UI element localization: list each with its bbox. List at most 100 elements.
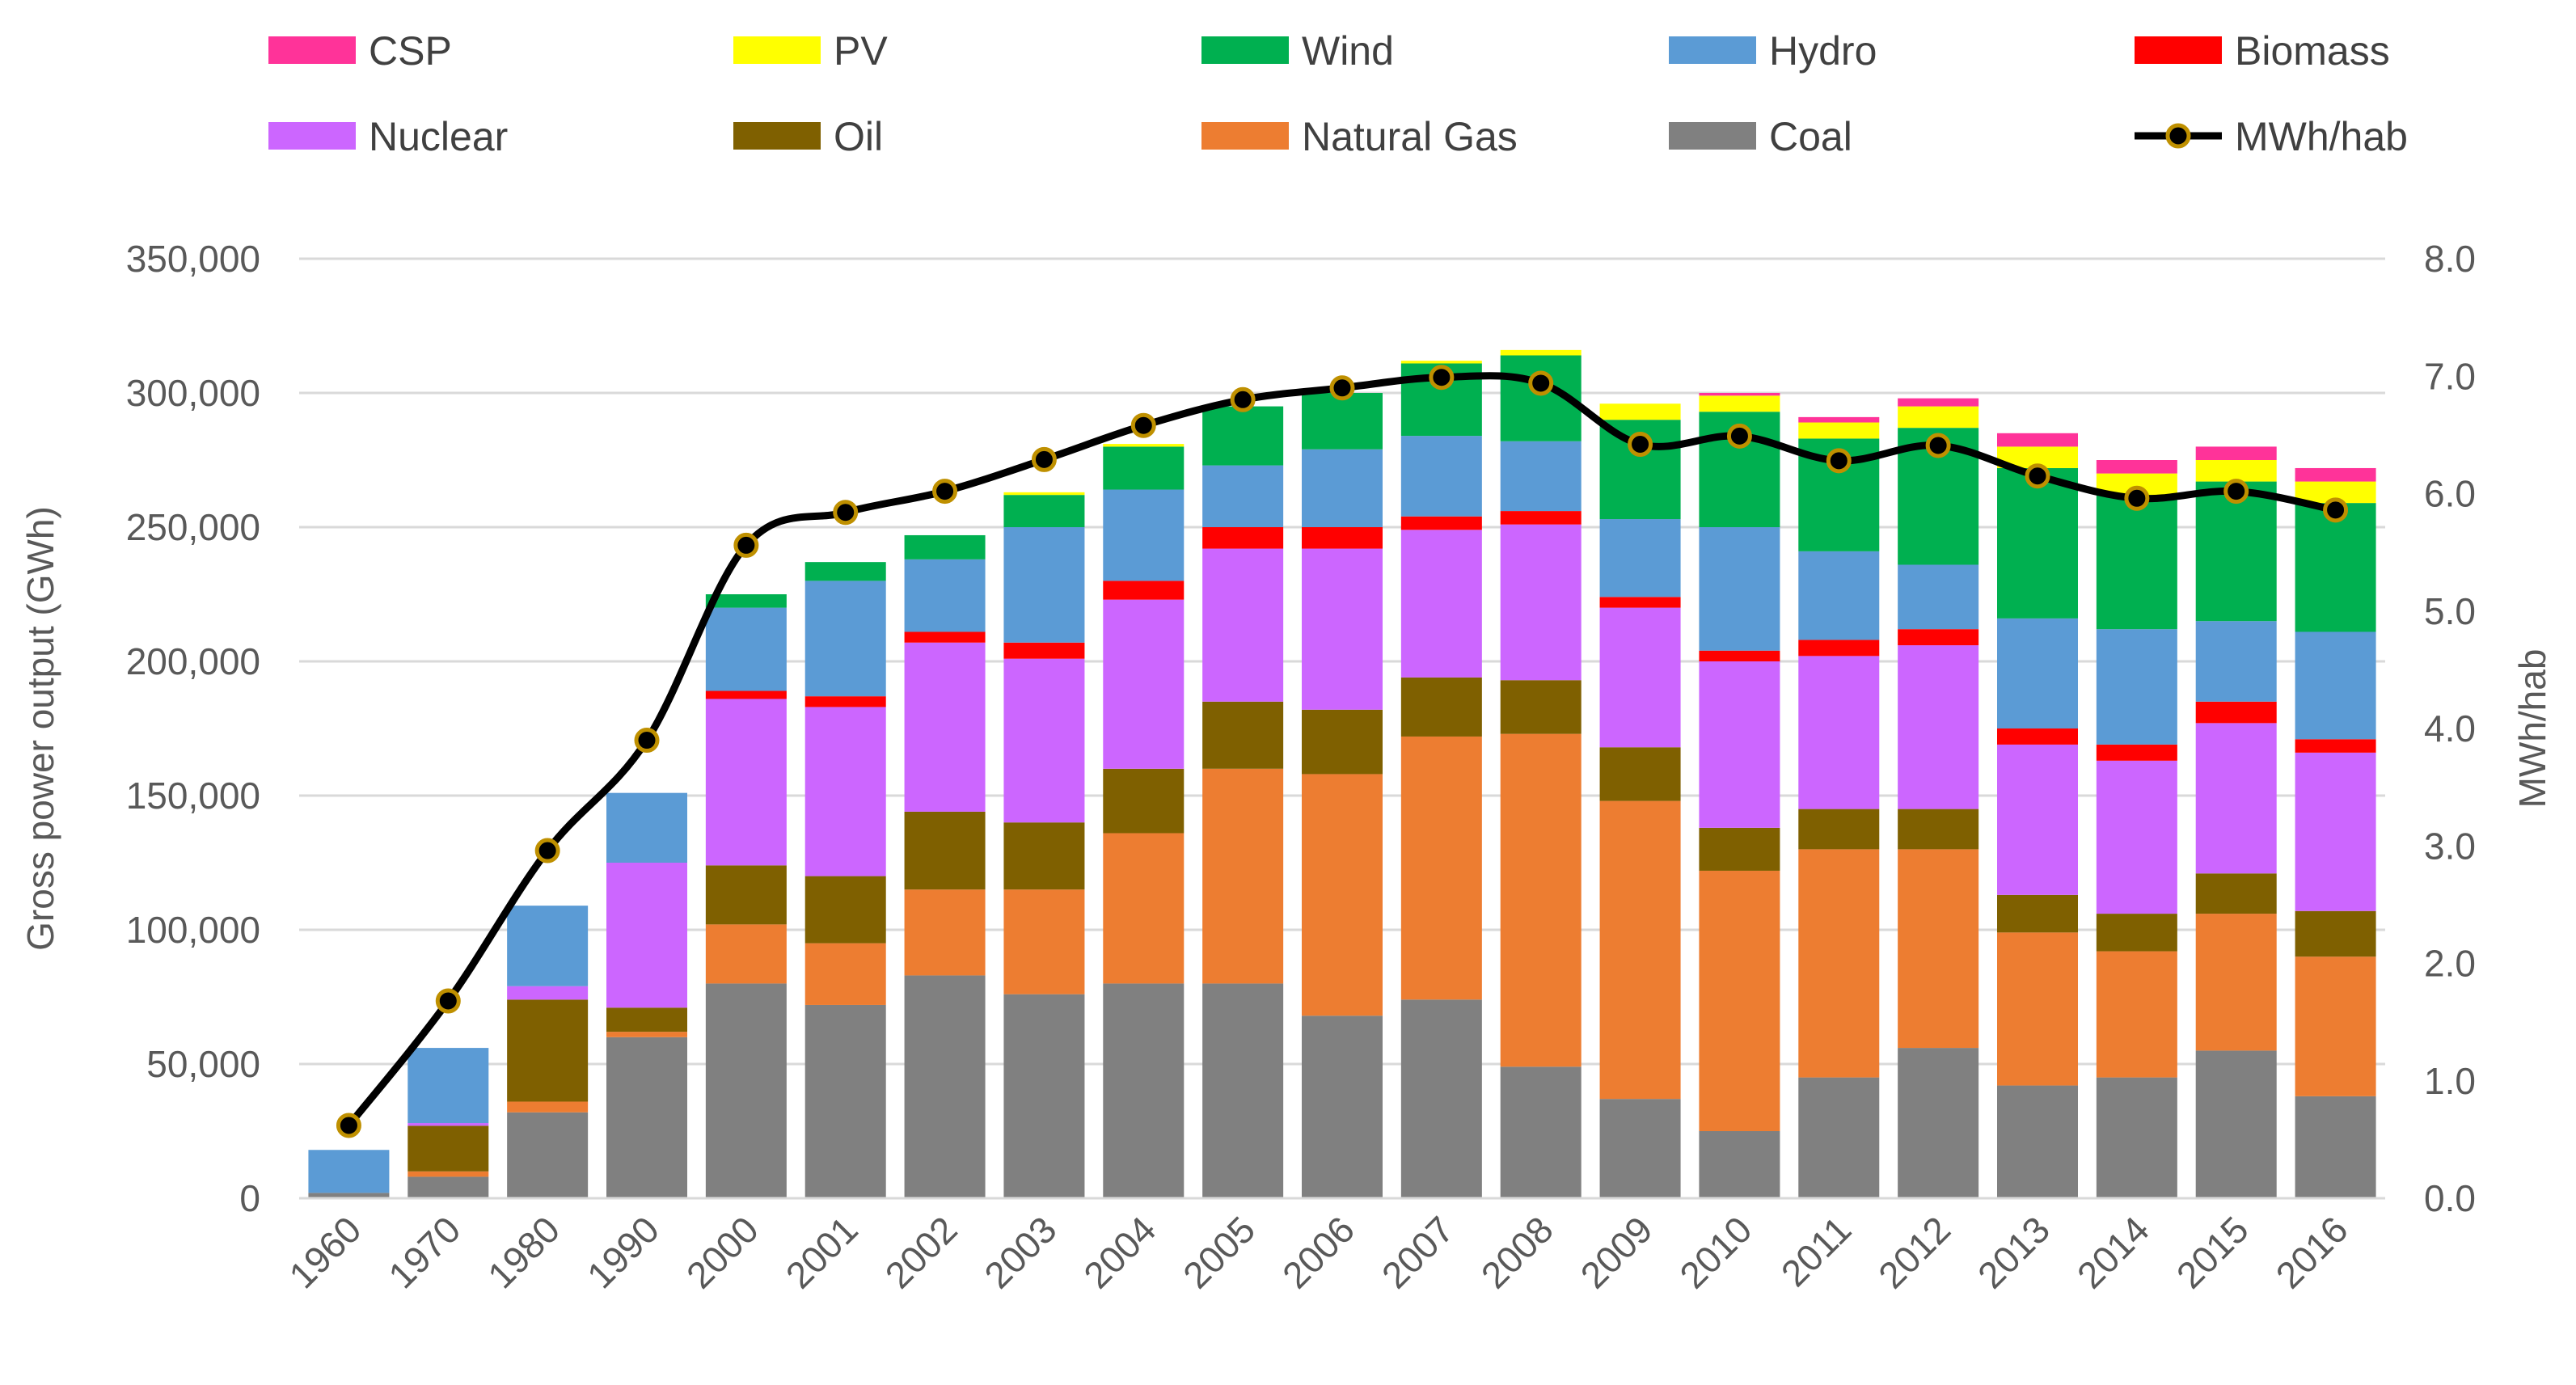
bar-hydro [2295, 631, 2376, 740]
bar-hydro [1997, 618, 2078, 728]
x-tick-label: 2002 [877, 1208, 965, 1296]
y-right-tick-label: 6.0 [2424, 473, 2476, 515]
bar-nuclear [904, 642, 986, 812]
x-tick-label: 2011 [1773, 1208, 1860, 1294]
bar-nuclear [507, 986, 589, 1000]
bar-nuclear [1500, 524, 1581, 681]
bar-wind [1202, 406, 1284, 466]
legend-swatch [733, 122, 821, 150]
mwh-line-point [1826, 448, 1852, 474]
x-tick-label: 2006 [1274, 1208, 1362, 1296]
bar-pv [1400, 361, 1482, 364]
y-left-tick-label: 350,000 [126, 238, 260, 280]
bar-natural-gas [2295, 956, 2376, 1096]
x-tick-label: 2012 [1870, 1208, 1958, 1296]
legend-item-pv: PV [733, 28, 888, 74]
y-right-tick-label: 2.0 [2424, 943, 2476, 985]
mwh-line-point [932, 479, 958, 505]
bar-natural-gas [904, 889, 986, 976]
mwh-line-point [1925, 433, 1951, 458]
bar-nuclear [804, 707, 886, 876]
legend-item-mwh-hab: MWh/hab [2135, 114, 2408, 159]
mwh-line-point [1031, 446, 1057, 472]
bar-biomass [1898, 629, 1979, 646]
mwh-line-point [2223, 479, 2249, 505]
x-tick-label: 2005 [1175, 1208, 1263, 1296]
bar-csp [2096, 460, 2177, 474]
mwh-line-point [833, 500, 859, 526]
bar-oil [1003, 822, 1085, 890]
bar-natural-gas [1202, 768, 1284, 984]
x-tick-label: 2003 [976, 1208, 1064, 1296]
bar-biomass [2096, 744, 2177, 761]
bar-coal [1599, 1099, 1681, 1198]
bar-coal [507, 1112, 589, 1198]
bar-natural-gas [1103, 833, 1185, 984]
bar-coal [408, 1176, 489, 1198]
bar-natural-gas [2096, 951, 2177, 1078]
bar-nuclear [1997, 744, 2078, 895]
bar-oil [2295, 910, 2376, 957]
bar-natural-gas [606, 1032, 687, 1037]
y-right-tick-label: 3.0 [2424, 825, 2476, 867]
bar-oil [2096, 914, 2177, 952]
legend-swatch [1201, 36, 1289, 64]
mwh-line-point [2124, 485, 2150, 511]
bar-oil [1699, 827, 1780, 871]
legend-swatch [1669, 36, 1756, 64]
bar-biomass [1500, 511, 1581, 525]
bar-natural-gas [1699, 870, 1780, 1131]
bar-coal [1202, 983, 1284, 1198]
bar-natural-gas [1798, 849, 1880, 1078]
legend-item-hydro: Hydro [1669, 28, 1877, 74]
bar-hydro [2195, 621, 2277, 702]
bar-wind [804, 562, 886, 581]
bar-hydro [1798, 551, 1880, 640]
legend-item-wind: Wind [1201, 28, 1394, 74]
bar-nuclear [1103, 599, 1185, 769]
y-right-tick-label: 7.0 [2424, 355, 2476, 397]
bar-natural-gas [705, 924, 787, 984]
bar-biomass [1400, 516, 1482, 530]
bar-nuclear [606, 863, 687, 1008]
bar-hydro [1898, 564, 1979, 630]
y-right-tick-label: 0.0 [2424, 1177, 2476, 1219]
bar-wind [705, 594, 787, 608]
bar-oil [408, 1125, 489, 1172]
mwh-line-point [1429, 365, 1455, 391]
bar-hydro [1599, 519, 1681, 597]
bar-hydro [705, 607, 787, 691]
bar-coal [2096, 1077, 2177, 1198]
bar-hydro [606, 792, 687, 863]
bar-coal [1699, 1131, 1780, 1198]
bar-biomass [1202, 527, 1284, 549]
bar-natural-gas [1599, 800, 1681, 1100]
legend-swatch [1669, 122, 1756, 150]
bar-pv [1103, 444, 1185, 447]
bar-wind [904, 534, 986, 559]
bar-nuclear [1599, 607, 1681, 748]
bar-hydro [2096, 629, 2177, 745]
bar-csp [1798, 416, 1880, 423]
mwh-line-point [1230, 386, 1256, 412]
x-tick-label: 2016 [2268, 1208, 2356, 1296]
mwh-line-point [1130, 412, 1156, 438]
bar-csp [1699, 393, 1780, 396]
bar-pv [1898, 406, 1979, 429]
mwh-line-point [1528, 370, 1554, 396]
legend-swatch [1201, 122, 1289, 150]
bar-oil [1202, 701, 1284, 769]
bar-oil [1997, 894, 2078, 933]
legend-item-nuclear: Nuclear [268, 114, 508, 159]
bar-nuclear [1302, 548, 1383, 710]
bar-natural-gas [804, 943, 886, 1005]
x-tick-label: 2009 [1573, 1208, 1661, 1296]
bar-nuclear [2295, 752, 2376, 911]
y-left-tick-label: 0 [239, 1177, 260, 1219]
x-tick-label: 2004 [1075, 1208, 1163, 1296]
bar-oil [1103, 768, 1185, 834]
y-left-tick-label: 200,000 [126, 640, 260, 682]
bar-nuclear [1202, 548, 1284, 702]
legend-item-biomass: Biomass [2135, 28, 2390, 74]
bar-nuclear [408, 1123, 489, 1126]
